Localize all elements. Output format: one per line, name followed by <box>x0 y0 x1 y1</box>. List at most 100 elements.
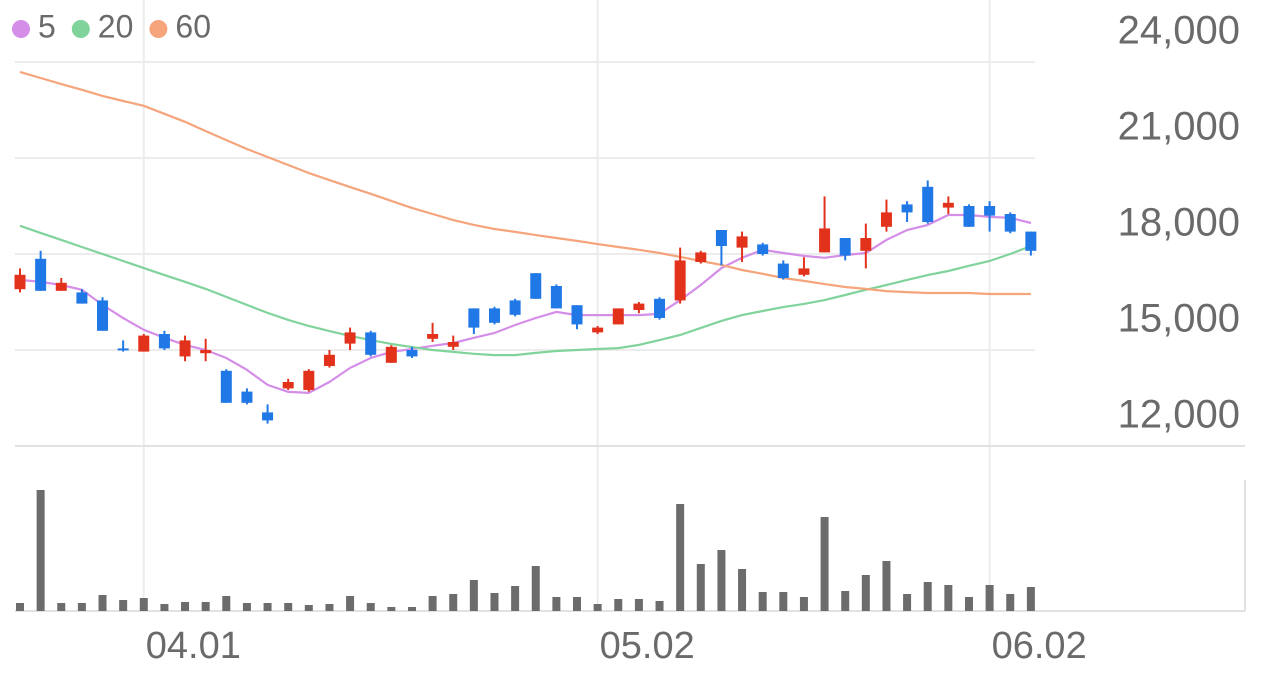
volume-bar <box>181 602 190 611</box>
volume-bar <box>779 592 788 611</box>
volume-bar <box>428 596 437 611</box>
volume-bar <box>738 569 747 611</box>
candle-body <box>200 350 212 354</box>
candle-body <box>344 332 356 344</box>
candle-body <box>839 238 851 256</box>
candle-body <box>97 300 109 331</box>
volume-bar <box>820 517 829 611</box>
volume-bar <box>717 550 726 611</box>
volume-bar <box>799 597 808 611</box>
candle-body <box>138 335 150 352</box>
volume-bar <box>57 603 66 611</box>
volume-bar <box>511 586 520 611</box>
moving-average-line <box>19 70 1031 296</box>
volume-bar <box>964 597 973 611</box>
candle-body <box>406 350 418 357</box>
candle-body <box>179 340 191 357</box>
candle-body <box>323 354 335 366</box>
candle-body <box>880 212 892 227</box>
volume-bar <box>36 490 45 611</box>
volume-bar <box>676 504 685 611</box>
candle-body <box>117 348 129 351</box>
moving-average-line <box>19 213 1032 395</box>
candle-body <box>220 370 232 403</box>
volume-bar <box>77 603 86 611</box>
y-tick-label: 21,000 <box>1118 105 1240 149</box>
moving-average-line <box>19 224 1032 357</box>
y-tick-label: 15,000 <box>1118 297 1240 341</box>
candle-body <box>674 260 686 301</box>
candle-body <box>1004 214 1016 232</box>
volume-bar <box>325 604 334 611</box>
candle-body <box>427 334 439 339</box>
candle-body <box>571 305 583 325</box>
candle-body <box>14 274 26 290</box>
volume-bar <box>469 580 478 611</box>
volume-bar <box>552 597 561 611</box>
candle-body <box>633 303 645 310</box>
candle-body <box>282 382 294 389</box>
candle-body <box>509 300 521 315</box>
volume-bar <box>160 604 169 611</box>
candle-body <box>262 412 274 421</box>
volume-bar <box>1006 594 1015 611</box>
candle-body <box>612 308 624 325</box>
volume-bar <box>346 596 355 611</box>
candle-body <box>715 230 727 246</box>
x-tick-label: 05.02 <box>600 625 695 667</box>
legend-swatch <box>12 20 30 38</box>
volume-bar <box>944 585 953 611</box>
volume-bar <box>882 561 891 611</box>
volume-bar <box>366 603 375 611</box>
candle-body <box>860 238 872 251</box>
candle-body <box>488 308 500 323</box>
candle-body <box>963 206 975 227</box>
volume-bar <box>407 607 416 611</box>
volume-bar <box>985 585 994 611</box>
volume-bar <box>16 603 24 611</box>
candle-body <box>1025 231 1037 251</box>
y-tick-label: 24,000 <box>1118 9 1240 53</box>
candle-body <box>757 244 769 254</box>
volume-bar <box>861 575 870 611</box>
candle-body <box>592 327 604 333</box>
candle-body <box>798 268 810 275</box>
volume-bar <box>242 603 251 611</box>
candle-body <box>76 292 88 304</box>
candle-body <box>55 282 67 291</box>
legend-label: 60 <box>175 8 211 44</box>
x-tick-label: 04.01 <box>146 625 241 667</box>
candle-body <box>736 236 748 248</box>
candle-body <box>385 346 397 363</box>
legend-label: 20 <box>98 8 134 44</box>
volume-bar <box>284 603 293 611</box>
volume-bar <box>119 600 128 611</box>
candle-body <box>468 308 480 328</box>
volume-bar <box>696 564 705 611</box>
volume-bar <box>304 605 313 611</box>
candle-body <box>695 252 707 262</box>
legend-label: 5 <box>38 8 56 44</box>
volume-bar <box>387 607 396 611</box>
candle-body <box>550 286 562 309</box>
candle-body <box>819 228 831 253</box>
legend-swatch <box>71 20 90 38</box>
candle-body <box>777 263 789 278</box>
candle-body <box>35 258 47 291</box>
x-tick-label: 06.02 <box>992 625 1087 667</box>
candle-body <box>303 370 315 390</box>
candle-body <box>158 334 170 349</box>
volume-bar <box>98 595 107 611</box>
candle-body <box>984 206 996 216</box>
volume-bar <box>201 602 210 611</box>
volume-bar <box>655 601 664 611</box>
candle-body <box>922 186 934 222</box>
volume-bar <box>923 582 932 611</box>
volume-bar <box>903 594 912 611</box>
volume-bar <box>1026 587 1035 611</box>
candle-body <box>901 204 913 213</box>
candle-body <box>654 298 666 318</box>
